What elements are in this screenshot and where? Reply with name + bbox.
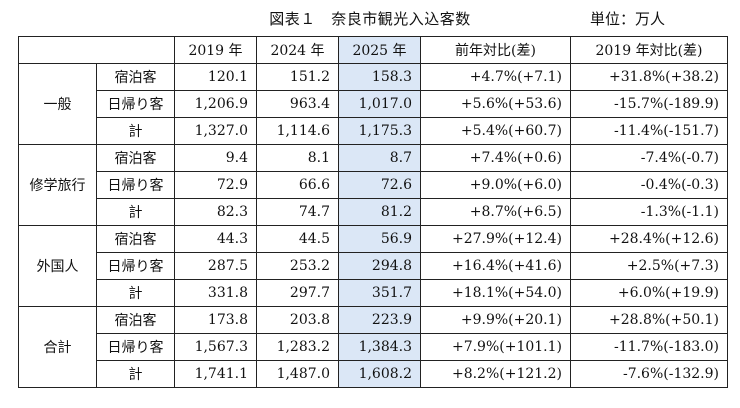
yoy-diff-cell: +9.0%(+6.0): [420, 171, 571, 199]
value-2025-cell: 223.9: [338, 306, 421, 334]
unit-label: 単位：万人: [590, 10, 666, 28]
table-row: 計 1,327.0 1,114.6 1,175.3 +5.4%(+60.7) -11.4%…: [19, 117, 728, 145]
visitor-table: 2019 年 2024 年 2025 年 前年対比(差) 2019 年対比(差)…: [18, 36, 728, 388]
value-2025-cell: 1,175.3: [338, 117, 421, 145]
yoy-diff-cell: +9.9%(+20.1): [420, 306, 571, 334]
yoy-diff-cell: +18.1%(+54.0): [420, 279, 571, 307]
value-2024-cell: 203.8: [256, 306, 339, 334]
table-row: 日帰り客 72.9 66.6 72.6 +9.0%(+6.0) -0.4%(-0.3): [19, 171, 728, 199]
value-2025-cell: 1,017.0: [338, 90, 421, 118]
value-2019-cell: 331.8: [174, 279, 257, 307]
header-2025: 2025 年: [338, 36, 421, 64]
vs2019-diff-cell: -7.6%(-132.9): [570, 360, 728, 388]
value-2024-cell: 1,487.0: [256, 360, 339, 388]
visitor-type-cell: 宿泊客: [96, 63, 175, 91]
vs2019-diff-cell: +28.4%(+12.6): [570, 225, 728, 253]
table-row: 日帰り客 287.5 253.2 294.8 +16.4%(+41.6) +2.5%(+7…: [19, 252, 728, 280]
value-2019-cell: 1,567.3: [174, 333, 257, 361]
value-2024-cell: 1,114.6: [256, 117, 339, 145]
value-2024-cell: 8.1: [256, 144, 339, 172]
value-2024-cell: 963.4: [256, 90, 339, 118]
header-vs2019: 2019 年対比(差): [570, 36, 728, 64]
value-2025-cell: 351.7: [338, 279, 421, 307]
yoy-diff-cell: +7.4%(+0.6): [420, 144, 571, 172]
category-cell: 修学旅行: [18, 144, 97, 226]
visitor-type-cell: 計: [96, 360, 175, 388]
vs2019-diff-cell: +28.8%(+50.1): [570, 306, 728, 334]
yoy-diff-cell: +4.7%(+7.1): [420, 63, 571, 91]
vs2019-diff-cell: +2.5%(+7.3): [570, 252, 728, 280]
value-2019-cell: 1,206.9: [174, 90, 257, 118]
visitor-type-cell: 日帰り客: [96, 171, 175, 199]
table-row: 日帰り客 1,206.9 963.4 1,017.0 +5.6%(+53.6) -15.7…: [19, 90, 728, 118]
table-row: 一般 宿泊客 120.1 151.2 158.3 +4.7%(+7.1) +31.8%(+3…: [18, 63, 728, 145]
value-2025-cell: 1,608.2: [338, 360, 421, 388]
table-row: 合計 宿泊客 173.8 203.8 223.9 +9.9%(+20.1) +28.8%(+…: [18, 306, 728, 388]
yoy-diff-cell: +7.9%(+101.1): [420, 333, 571, 361]
table-title: 図表１ 奈良市観光入込客数: [269, 10, 471, 28]
table-row: 日帰り客 1,567.3 1,283.2 1,384.3 +7.9%(+101.1) -1…: [19, 333, 728, 361]
vs2019-diff-cell: -11.7%(-183.0): [570, 333, 728, 361]
table-row: 計 1,741.1 1,487.0 1,608.2 +8.2%(+121.2) -7.6%…: [19, 360, 728, 388]
visitor-type-cell: 日帰り客: [96, 90, 175, 118]
header-row: 2019 年 2024 年 2025 年 前年対比(差) 2019 年対比(差): [18, 36, 728, 64]
visitor-type-cell: 計: [96, 117, 175, 145]
header-yoy: 前年対比(差): [420, 36, 571, 64]
value-2025-cell: 56.9: [338, 225, 421, 253]
vs2019-diff-cell: -11.4%(-151.7): [570, 117, 728, 145]
value-2019-cell: 9.4: [174, 144, 257, 172]
table-row: 修学旅行 宿泊客 9.4 8.1 8.7 +7.4%(+0.6) -7.4%(-0.7): [18, 144, 728, 226]
value-2024-cell: 1,283.2: [256, 333, 339, 361]
vs2019-diff-cell: -0.4%(-0.3): [570, 171, 728, 199]
visitor-type-cell: 計: [96, 198, 175, 226]
visitor-type-cell: 宿泊客: [96, 144, 175, 172]
category-cell: 合計: [18, 306, 97, 388]
vs2019-diff-cell: -7.4%(-0.7): [570, 144, 728, 172]
category-cell: 外国人: [18, 225, 97, 307]
vs2019-diff-cell: +31.8%(+38.2): [570, 63, 728, 91]
header-2019: 2019 年: [174, 36, 257, 64]
value-2024-cell: 253.2: [256, 252, 339, 280]
visitor-type-cell: 計: [96, 279, 175, 307]
value-2019-cell: 1,327.0: [174, 117, 257, 145]
yoy-diff-cell: +8.7%(+6.5): [420, 198, 571, 226]
visitor-type-cell: 宿泊客: [96, 225, 175, 253]
yoy-diff-cell: +27.9%(+12.4): [420, 225, 571, 253]
vs2019-diff-cell: +6.0%(+19.9): [570, 279, 728, 307]
visitor-type-cell: 宿泊客: [96, 306, 175, 334]
value-2019-cell: 1,741.1: [174, 360, 257, 388]
value-2019-cell: 287.5: [174, 252, 257, 280]
visitor-type-cell: 日帰り客: [96, 333, 175, 361]
value-2025-cell: 158.3: [338, 63, 421, 91]
value-2025-cell: 294.8: [338, 252, 421, 280]
value-2019-cell: 82.3: [174, 198, 257, 226]
value-2025-cell: 8.7: [338, 144, 421, 172]
value-2024-cell: 66.6: [256, 171, 339, 199]
value-2025-cell: 1,384.3: [338, 333, 421, 361]
yoy-diff-cell: +16.4%(+41.6): [420, 252, 571, 280]
table-row: 外国人 宿泊客 44.3 44.5 56.9 +27.9%(+12.4) +28.4%(+1…: [18, 225, 728, 307]
header-2024: 2024 年: [256, 36, 339, 64]
value-2019-cell: 72.9: [174, 171, 257, 199]
yoy-diff-cell: +5.6%(+53.6): [420, 90, 571, 118]
yoy-diff-cell: +5.4%(+60.7): [420, 117, 571, 145]
value-2025-cell: 72.6: [338, 171, 421, 199]
visitor-type-cell: 日帰り客: [96, 252, 175, 280]
value-2019-cell: 44.3: [174, 225, 257, 253]
value-2024-cell: 151.2: [256, 63, 339, 91]
header-corner: [18, 36, 175, 64]
value-2024-cell: 74.7: [256, 198, 339, 226]
vs2019-diff-cell: -15.7%(-189.9): [570, 90, 728, 118]
table-row: 計 82.3 74.7 81.2 +8.7%(+6.5) -1.3%(-1.1): [19, 198, 728, 226]
table-row: 計 331.8 297.7 351.7 +18.1%(+54.0) +6.0%(+19.9…: [19, 279, 728, 307]
value-2024-cell: 44.5: [256, 225, 339, 253]
vs2019-diff-cell: -1.3%(-1.1): [570, 198, 728, 226]
value-2025-cell: 81.2: [338, 198, 421, 226]
yoy-diff-cell: +8.2%(+121.2): [420, 360, 571, 388]
category-cell: 一般: [18, 63, 97, 145]
value-2024-cell: 297.7: [256, 279, 339, 307]
value-2019-cell: 120.1: [174, 63, 257, 91]
value-2019-cell: 173.8: [174, 306, 257, 334]
